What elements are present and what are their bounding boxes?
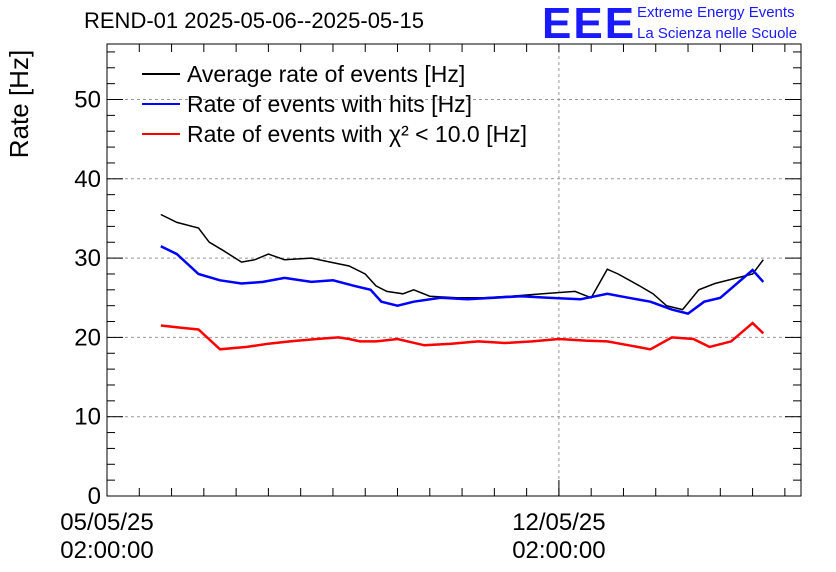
eee-logo: EEE — [542, 0, 637, 48]
legend-label-1: Average rate of events [Hz] — [187, 61, 465, 87]
eee-logo-line2: La Scienza nelle Scuole — [637, 25, 798, 42]
series-line-2 — [160, 245, 765, 315]
eee-logo-line1: Extreme Energy Events — [637, 4, 795, 21]
legend-label-3: Rate of events with χ² < 10.0 [Hz] — [187, 121, 527, 147]
y-tick-label: 40 — [74, 166, 101, 193]
y-tick-label: 0 — [88, 483, 101, 510]
x-tick-label-date: 12/05/25 — [512, 509, 605, 536]
chart-legend: Average rate of events [Hz] Rate of event… — [142, 61, 527, 147]
chart-grid — [107, 44, 801, 496]
y-tick-label: 30 — [74, 245, 101, 272]
y-tick-label: 50 — [74, 87, 101, 114]
legend-label-2: Rate of events with hits [Hz] — [187, 91, 472, 117]
chart-series — [160, 213, 765, 351]
chart-labels: 0102030405005/05/2502:00:0012/05/2502:00… — [4, 50, 606, 564]
plot-frame — [106, 43, 802, 497]
x-tick-label-date: 05/05/25 — [60, 509, 153, 536]
chart-ticks — [106, 44, 801, 497]
page-title: REND-01 2025-05-06--2025-05-15 — [84, 8, 424, 33]
series-line-1 — [160, 213, 764, 311]
y-tick-label: 10 — [74, 404, 101, 431]
x-tick-label-time: 02:00:00 — [512, 537, 605, 564]
x-tick-label-time: 02:00:00 — [60, 537, 153, 564]
y-axis-label: Rate [Hz] — [4, 50, 34, 158]
series-line-3 — [160, 321, 765, 351]
y-tick-label: 20 — [74, 324, 101, 351]
